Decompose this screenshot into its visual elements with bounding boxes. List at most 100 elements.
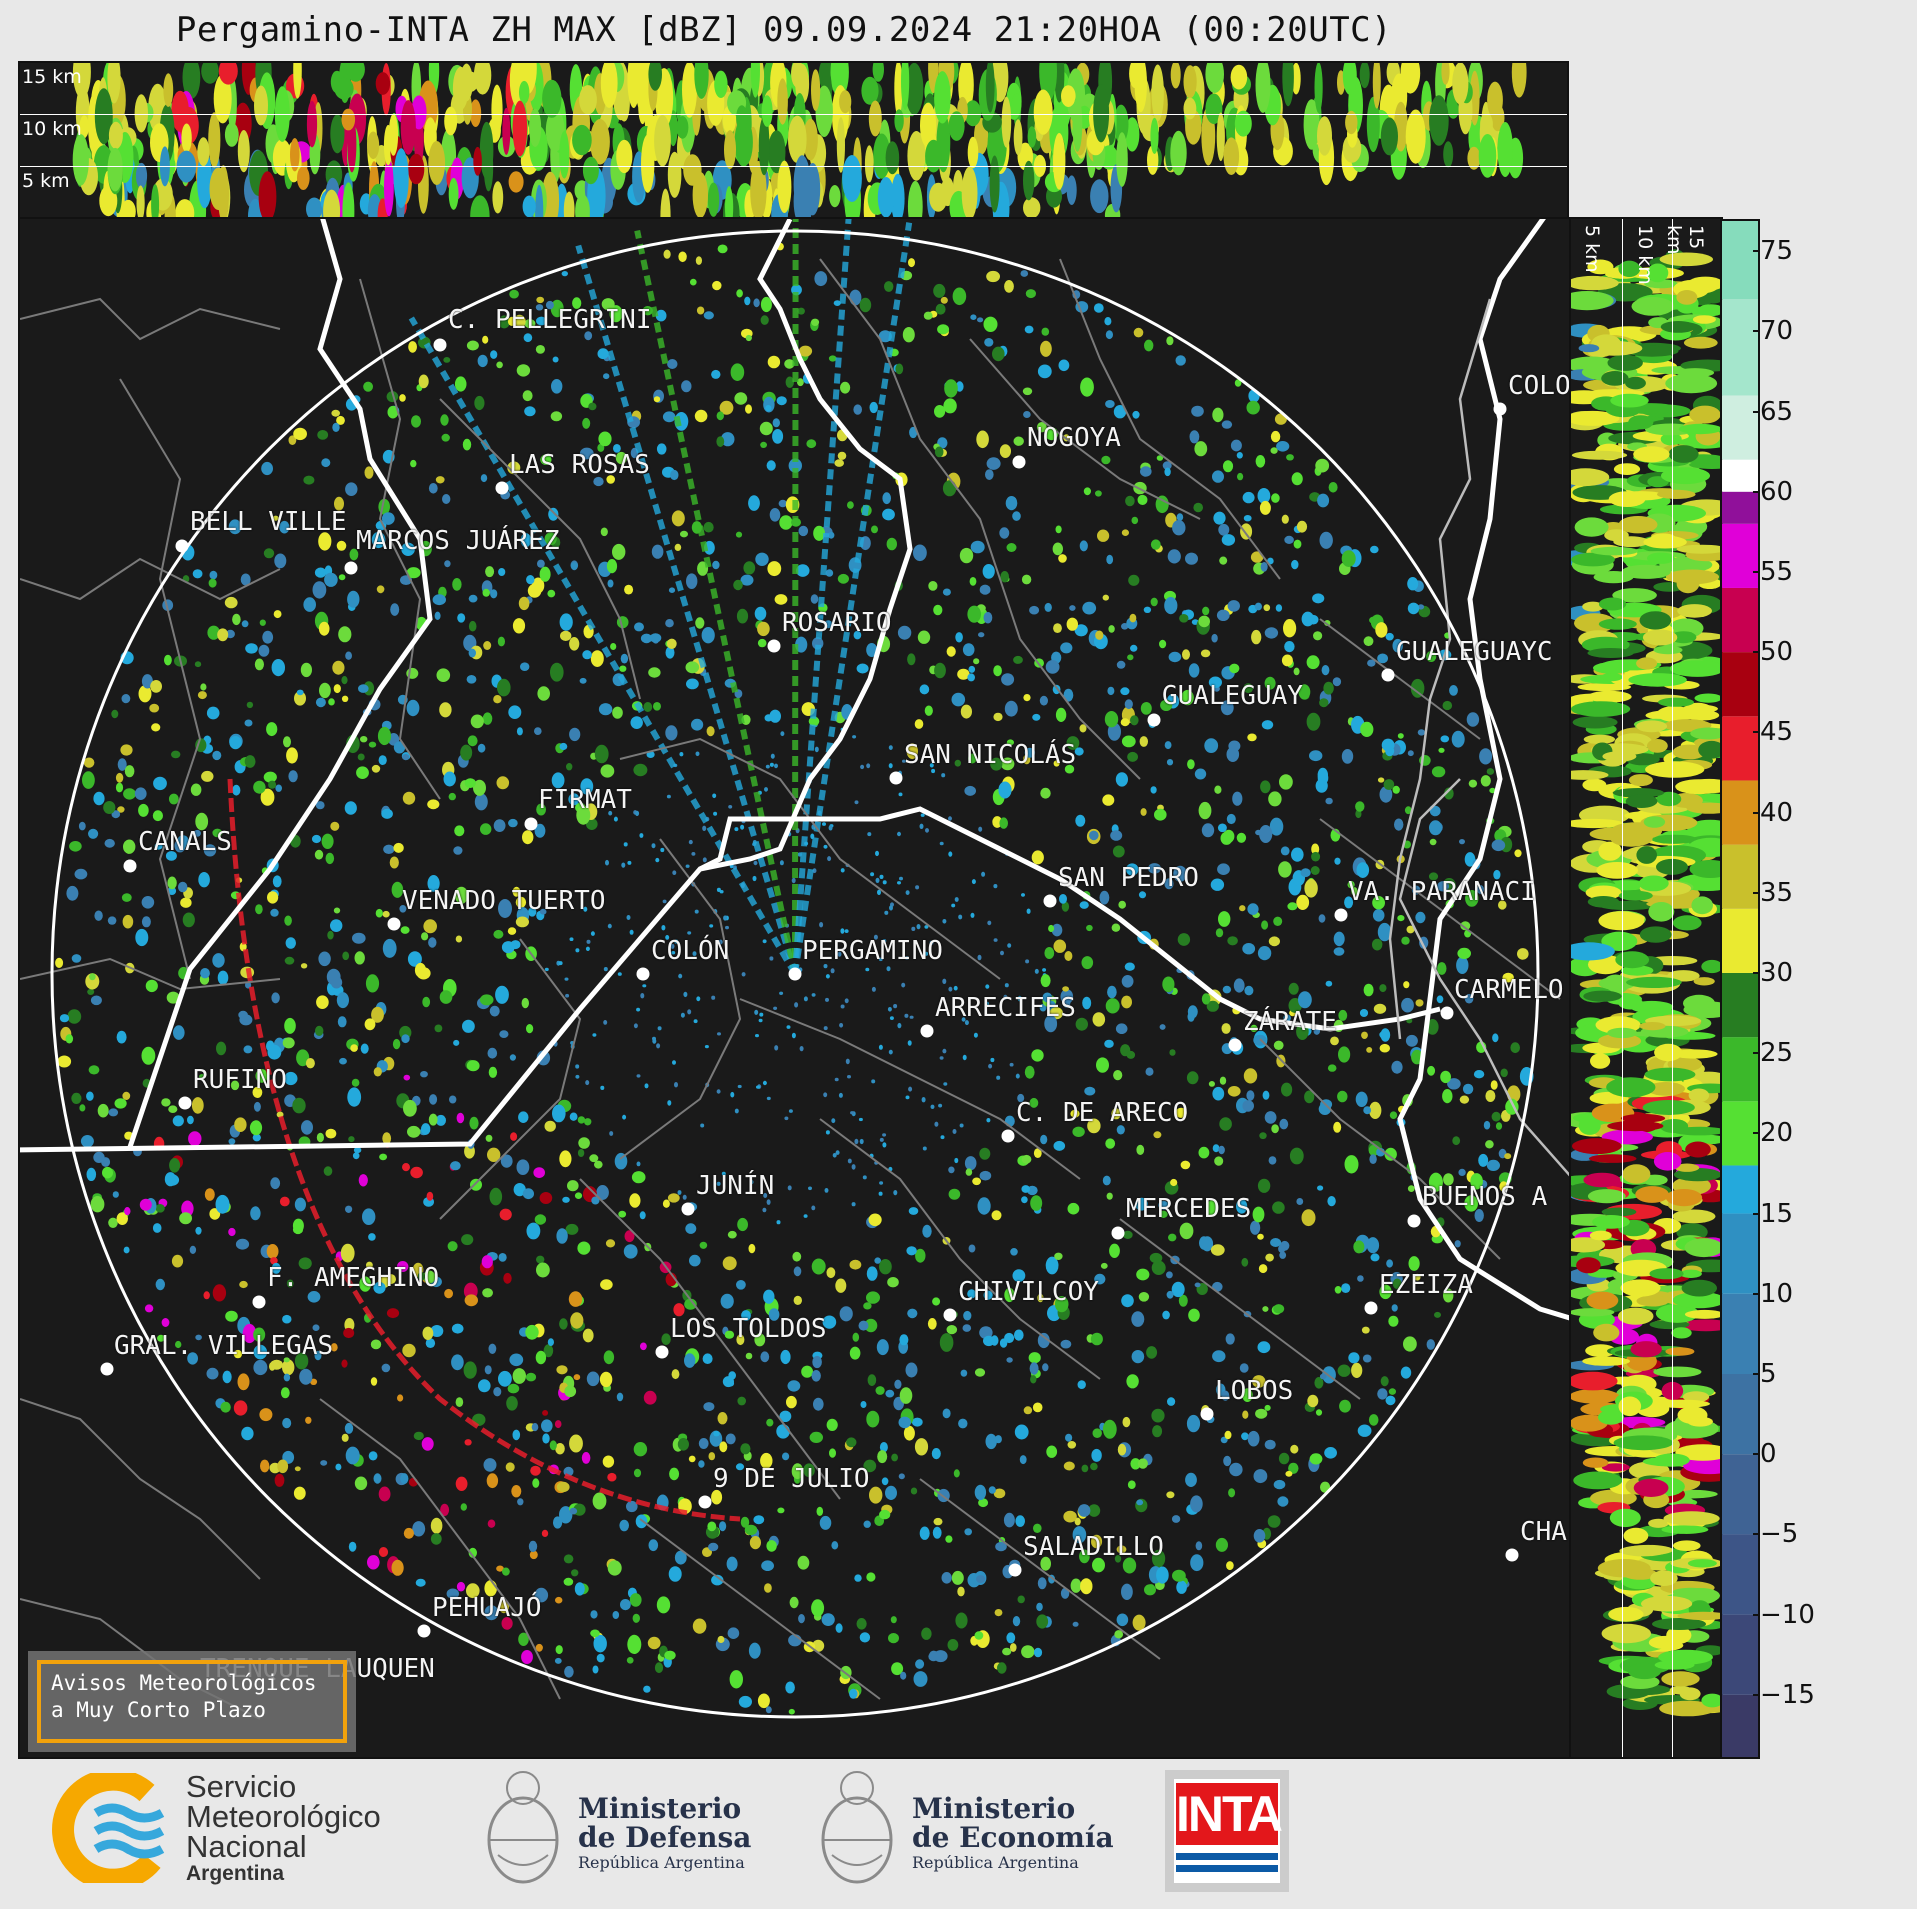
echo-cell <box>1447 1078 1461 1090</box>
city-label: SAN PEDRO <box>1058 863 1199 893</box>
echo-cell <box>1125 863 1139 876</box>
profile-cell <box>1571 552 1615 567</box>
echo-cell <box>623 1244 638 1259</box>
echo-cell <box>192 569 203 579</box>
profile-cell <box>1585 885 1622 900</box>
echo-cell <box>863 1459 877 1473</box>
echo-cell <box>948 1166 955 1174</box>
echo-cell <box>1285 1470 1293 1477</box>
echo-cell <box>968 1244 976 1253</box>
echo-cell <box>350 1044 358 1052</box>
echo-cell <box>753 1515 765 1525</box>
colorbar-tick-mark <box>1753 1292 1759 1295</box>
profile-cell <box>1678 1319 1721 1332</box>
echo-cell <box>1138 1292 1150 1302</box>
top-km-label-10: 10 km <box>22 118 82 140</box>
echo-cell <box>449 1095 457 1104</box>
echo-cell <box>965 1168 973 1176</box>
echo-cell <box>716 1181 721 1186</box>
profile-cell <box>1697 304 1721 317</box>
echo-cell <box>337 1016 347 1028</box>
echo-cell <box>1213 511 1226 525</box>
echo-cell <box>888 745 893 750</box>
echo-cell <box>373 1473 382 1484</box>
city-marker <box>767 639 781 653</box>
echo-cell <box>1278 1452 1290 1465</box>
echo-cell <box>962 643 975 657</box>
echo-cell <box>511 1485 522 1498</box>
echo-cell <box>1465 890 1479 907</box>
echo-cell <box>573 1374 581 1381</box>
profile-cell <box>1230 64 1248 90</box>
colorbar-band <box>1720 844 1760 909</box>
echo-cell <box>833 300 841 306</box>
echo-cell <box>1024 747 1036 758</box>
echo-cell <box>1301 611 1315 627</box>
echo-cell <box>840 928 845 934</box>
echo-cell <box>664 1650 676 1661</box>
echo-cell <box>640 633 653 644</box>
profile-cell <box>1686 802 1721 814</box>
echo-cell <box>740 574 754 586</box>
echo-cell <box>171 1254 184 1268</box>
echo-cell <box>381 808 393 819</box>
echo-cell <box>593 476 604 487</box>
echo-cell <box>1171 1281 1185 1298</box>
colorbar-band <box>1720 523 1760 588</box>
echo-cell <box>748 1642 761 1659</box>
echo-cell <box>943 1082 948 1086</box>
echo-cell <box>336 415 345 425</box>
profile-cell <box>1027 126 1037 148</box>
echo-cell <box>706 726 715 737</box>
echo-cell <box>1408 1256 1420 1271</box>
echo-cell <box>207 625 220 640</box>
profile-cell <box>491 84 503 135</box>
profile-cell <box>444 106 458 136</box>
echo-cell <box>228 519 242 535</box>
echo-cell <box>1022 387 1033 396</box>
echo-cell <box>510 940 521 950</box>
echo-cell <box>354 1476 368 1491</box>
colorbar-tick-mark <box>1753 1052 1759 1055</box>
echo-cell <box>1417 604 1425 610</box>
echo-cell <box>85 973 100 990</box>
echo-cell <box>1100 1262 1108 1269</box>
echo-cell <box>960 704 973 719</box>
profile-cell <box>1668 445 1699 463</box>
echo-cell <box>272 515 279 521</box>
echo-cell <box>822 1315 837 1329</box>
profile-cell <box>777 160 792 213</box>
echo-cell <box>292 1097 306 1114</box>
echo-cell <box>651 843 656 849</box>
profile-cell <box>1619 1545 1668 1557</box>
echo-cell <box>1243 515 1252 522</box>
echo-cell <box>164 654 172 666</box>
echo-cell <box>1227 600 1241 612</box>
echo-cell <box>884 910 889 915</box>
profile-cell <box>1571 770 1609 780</box>
echo-cell <box>1228 740 1241 752</box>
echo-cell <box>647 1636 661 1650</box>
profile-cell <box>1013 119 1023 156</box>
profile-cell <box>1630 1341 1662 1358</box>
echo-cell <box>1270 1238 1282 1247</box>
profile-cell <box>209 167 228 211</box>
echo-cell <box>378 755 387 765</box>
echo-cell <box>208 578 217 588</box>
city-label: PERGAMINO <box>802 936 943 966</box>
economia-line-1: Ministerio <box>912 1792 1076 1825</box>
city-marker <box>1043 894 1057 908</box>
echo-cell <box>835 1623 843 1633</box>
echo-cell <box>702 857 707 863</box>
profile-cell <box>1644 1067 1696 1082</box>
profile-cell <box>492 181 504 214</box>
echo-cell <box>716 436 725 447</box>
echo-cell <box>1075 1017 1089 1031</box>
echo-cell <box>908 1207 919 1215</box>
echo-cell <box>549 1440 557 1451</box>
echo-cell <box>960 1369 968 1377</box>
echo-cell <box>919 823 924 829</box>
profile-cell <box>1589 827 1639 841</box>
echo-cell <box>1019 1455 1027 1465</box>
echo-cell <box>1037 364 1052 379</box>
